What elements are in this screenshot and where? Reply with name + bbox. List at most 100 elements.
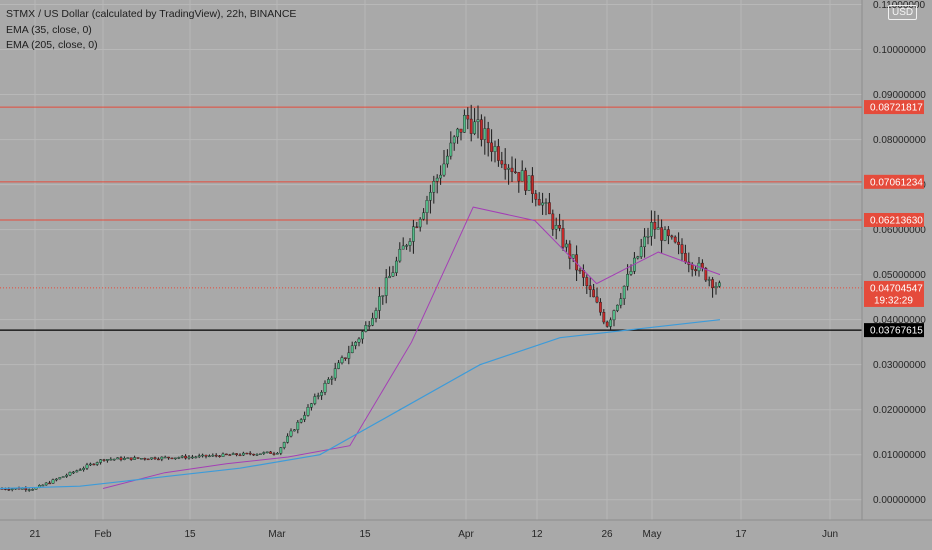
candle-body: [418, 218, 422, 228]
candle-body: [398, 248, 402, 262]
candle-body: [310, 403, 313, 408]
candle-body: [160, 456, 164, 460]
candle-body: [150, 457, 153, 460]
candle-body: [105, 459, 109, 461]
support-price-tag: 0.03767615: [870, 326, 923, 337]
candle-body: [323, 383, 327, 393]
candle-body: [231, 453, 235, 456]
x-tick-label: 17: [735, 529, 747, 540]
candle-body: [58, 477, 62, 480]
candle-body: [279, 447, 283, 454]
candle-body: [190, 456, 194, 459]
candle-body: [497, 146, 500, 161]
candle-body: [102, 459, 106, 461]
candle-body: [439, 174, 442, 179]
candle-body: [650, 222, 653, 237]
candle-body: [527, 175, 531, 191]
candle-body: [126, 457, 130, 459]
candle-body: [395, 260, 398, 273]
x-tick-label: 15: [359, 529, 371, 540]
candle-body: [248, 452, 252, 455]
candle-body: [629, 271, 633, 275]
symbol-title[interactable]: STMX / US Dollar (calculated by TradingV…: [6, 8, 297, 20]
candle-body: [41, 484, 45, 487]
candle-body: [153, 457, 157, 460]
candle-body: [218, 455, 221, 457]
candle-body: [156, 458, 160, 461]
x-tick-label: Feb: [94, 529, 112, 540]
x-tick-label: Jun: [822, 529, 838, 540]
y-tick-label: 0.08000000: [873, 135, 926, 146]
candle-body: [330, 377, 334, 380]
y-tick-label: 0.01000000: [873, 450, 926, 461]
current-price-tag-countdown: 19:32:29: [874, 295, 913, 306]
price-axis[interactable]: 0.00000000 0.01000000 0.02000000 0.03000000…: [873, 0, 926, 506]
candle-body: [452, 136, 456, 144]
candle-body: [371, 318, 374, 326]
candle-body: [235, 453, 238, 456]
candle-body: [517, 172, 521, 182]
candle-body: [639, 246, 643, 257]
candle-body: [480, 119, 483, 140]
candle-body: [483, 128, 487, 140]
candle-body: [551, 213, 555, 230]
candle-body: [364, 325, 368, 332]
candle-body: [55, 478, 58, 481]
candle-body: [214, 454, 218, 457]
candle-body: [374, 310, 378, 319]
candle-body: [554, 225, 558, 230]
candle-body: [449, 142, 453, 157]
resistance-price-tag-bg: [864, 100, 924, 115]
y-tick-label: 0.10000000: [873, 45, 926, 56]
candle-body: [24, 488, 28, 490]
candle-body: [588, 285, 592, 290]
candle-body: [619, 298, 623, 306]
candle-body: [289, 430, 293, 437]
candle-body: [466, 115, 470, 120]
candle-body: [252, 453, 255, 456]
x-tick-label: 26: [601, 529, 613, 540]
candle-body: [408, 241, 412, 246]
ema-205-legend[interactable]: EMA (205, close, 0): [6, 39, 98, 51]
y-tick-label: 0.09000000: [873, 90, 926, 101]
candle-body: [493, 146, 497, 152]
candle-body: [490, 142, 493, 152]
candle-body: [122, 458, 126, 460]
candle-body: [221, 453, 225, 457]
time-axis[interactable]: 21 Feb 15 Mar 15 Apr 12 26 May 17 Jun: [29, 529, 838, 540]
chart-grid: [0, 0, 862, 520]
y-tick-label: 0.06000000: [873, 225, 926, 236]
candle-body: [578, 269, 582, 272]
ema-205-line: [0, 319, 721, 490]
candle-body: [259, 453, 262, 455]
resistance-price-tag-bg: [864, 174, 924, 189]
candle-body: [27, 489, 31, 491]
support-price-tag-bg: [864, 323, 924, 338]
candle-body: [660, 227, 664, 241]
candle-body: [99, 459, 103, 463]
y-tick-label: 0.00000000: [873, 495, 926, 506]
x-tick-label: Mar: [268, 529, 286, 540]
candle-body: [565, 243, 568, 248]
candle-body: [476, 119, 480, 123]
candle-body: [337, 362, 340, 369]
candle-body: [262, 452, 266, 454]
candle-body: [401, 245, 405, 250]
current-price-tag: 0.04704547: [870, 283, 923, 294]
candle-body: [357, 338, 361, 343]
resistance-price-tag: 0.06213630: [870, 215, 923, 226]
candle-body: [585, 277, 589, 286]
ema-35-legend[interactable]: EMA (35, close, 0): [6, 23, 92, 36]
x-tick-label: Apr: [458, 529, 474, 540]
candle-body: [643, 236, 647, 248]
candle-body: [524, 170, 528, 191]
candle-body: [602, 311, 606, 323]
currency-badge[interactable]: USD: [888, 5, 918, 20]
candle-body: [663, 229, 667, 241]
candle-body: [173, 457, 177, 460]
candle-body: [51, 479, 55, 484]
candle-body: [456, 128, 459, 138]
candle-body: [432, 181, 436, 193]
candle-body: [367, 325, 371, 327]
